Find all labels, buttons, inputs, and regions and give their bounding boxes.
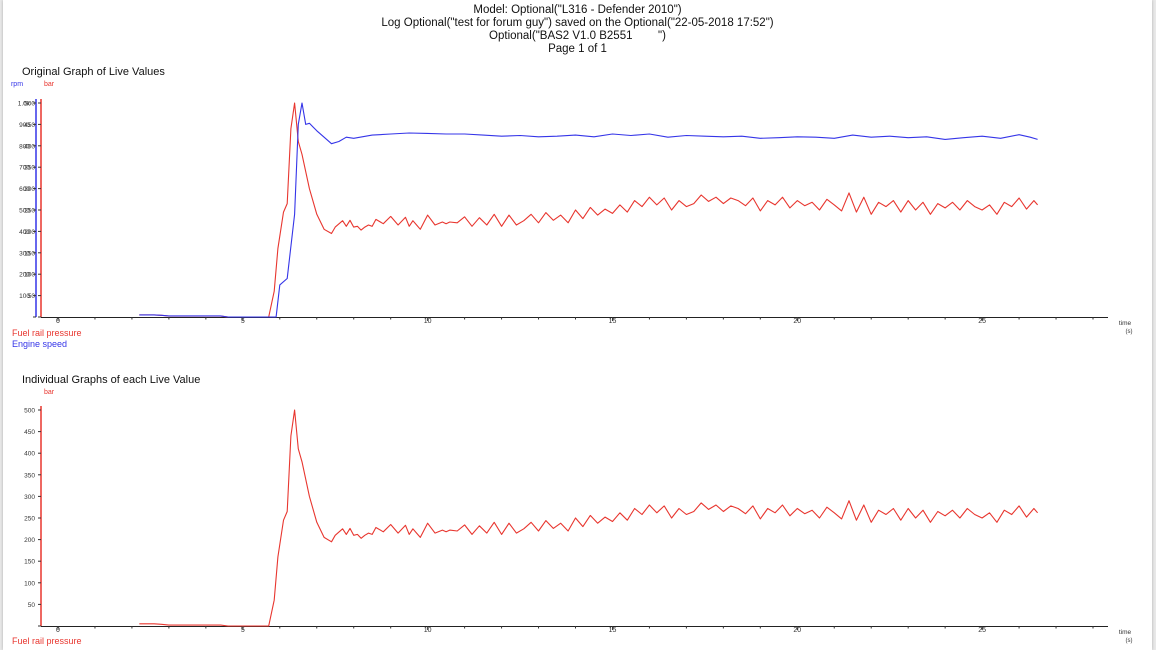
y-tick-label-bar: 100	[24, 272, 35, 279]
x-tick-label: 25	[978, 627, 986, 634]
x-axis-unit: (s)	[1126, 329, 1133, 335]
x-axis-label: time	[1119, 320, 1132, 327]
x-tick-label: 10	[424, 318, 432, 325]
x-tick-label: 20	[793, 627, 801, 634]
x-axis-label: time	[1119, 629, 1132, 636]
y-tick-label-bar: 200	[24, 537, 35, 544]
series-line-fuel-rail-pressure	[139, 409, 1039, 627]
y-tick-label-bar: 450	[24, 429, 35, 436]
legend-engine-speed: Engine speed	[12, 339, 67, 349]
y-tick-label-bar: 300	[24, 186, 35, 193]
y-tick-label-rpm: 700	[19, 165, 30, 172]
y-tick-label-rpm: 900	[19, 122, 30, 129]
legend-fuel-rail-pressure: Fuel rail pressure	[12, 328, 82, 338]
version-line: Optional("BAS2 V1.0 B2551 ")	[489, 30, 666, 42]
y-axis-unit-rpm: rpm	[11, 81, 23, 88]
report-header: Model: Optional("L316 - Defender 2010") …	[3, 4, 1152, 56]
y-tick-label-bar: 200	[24, 229, 35, 236]
report-page: Model: Optional("L316 - Defender 2010") …	[3, 0, 1152, 650]
series-line-fuel-rail-pressure	[139, 102, 1039, 318]
y-tick-label-bar: 400	[24, 451, 35, 458]
x-tick-label: 0	[56, 318, 60, 325]
chart-canvas: 1002003004005006007008009001.0krpm501001…	[11, 81, 1133, 646]
y-tick-label-bar: 350	[24, 472, 35, 479]
y-tick-label-bar: 400	[24, 143, 35, 150]
y-tick-label-bar: 150	[24, 250, 35, 257]
y-tick-label-bar: 100	[24, 580, 35, 587]
x-tick-label: 10	[424, 627, 432, 634]
y-tick-label-bar: 250	[24, 208, 35, 215]
x-tick-label: 25	[978, 318, 986, 325]
y-axis-unit-bar: bar	[44, 81, 55, 88]
y-tick-label-bar: 500	[24, 101, 35, 108]
y-tick-label-rpm: 600	[19, 186, 30, 193]
y-tick-label-bar: 450	[24, 122, 35, 129]
y-tick-label-bar: 250	[24, 516, 35, 523]
chart1-title: Original Graph of Live Values	[22, 66, 165, 78]
series-line-engine-speed	[139, 102, 1038, 318]
y-tick-label-rpm: 500	[19, 208, 30, 215]
y-tick-label-rpm: 300	[19, 250, 30, 257]
log-line: Log Optional("test for forum guy") saved…	[381, 17, 774, 29]
y-tick-label-bar: 150	[24, 559, 35, 566]
x-tick-label: 5	[241, 318, 245, 325]
x-axis-unit: (s)	[1126, 638, 1133, 644]
y-axis-unit-bar: bar	[44, 389, 55, 396]
x-tick-label: 5	[241, 627, 245, 634]
model-line: Model: Optional("L316 - Defender 2010")	[473, 4, 682, 16]
y-tick-label-rpm: 200	[19, 272, 30, 279]
y-tick-label-bar: 350	[24, 165, 35, 172]
y-tick-label-rpm: 800	[19, 143, 30, 150]
y-tick-label-rpm: 1.0k	[18, 101, 31, 108]
x-tick-label: 0	[56, 627, 60, 634]
y-tick-label-bar: 500	[24, 408, 35, 415]
y-tick-label-bar: 50	[28, 602, 36, 609]
page-number: Page 1 of 1	[548, 43, 607, 55]
x-tick-label: 20	[793, 318, 801, 325]
y-tick-label-rpm: 100	[19, 293, 30, 300]
x-tick-label: 15	[609, 318, 617, 325]
y-tick-label-bar: 300	[24, 494, 35, 501]
y-tick-label-rpm: 400	[19, 229, 30, 236]
x-tick-label: 15	[609, 627, 617, 634]
legend-fuel-rail-pressure: Fuel rail pressure	[12, 636, 82, 646]
y-tick-label-bar: 50	[28, 293, 36, 300]
chart2-title: Individual Graphs of each Live Value	[22, 374, 201, 386]
